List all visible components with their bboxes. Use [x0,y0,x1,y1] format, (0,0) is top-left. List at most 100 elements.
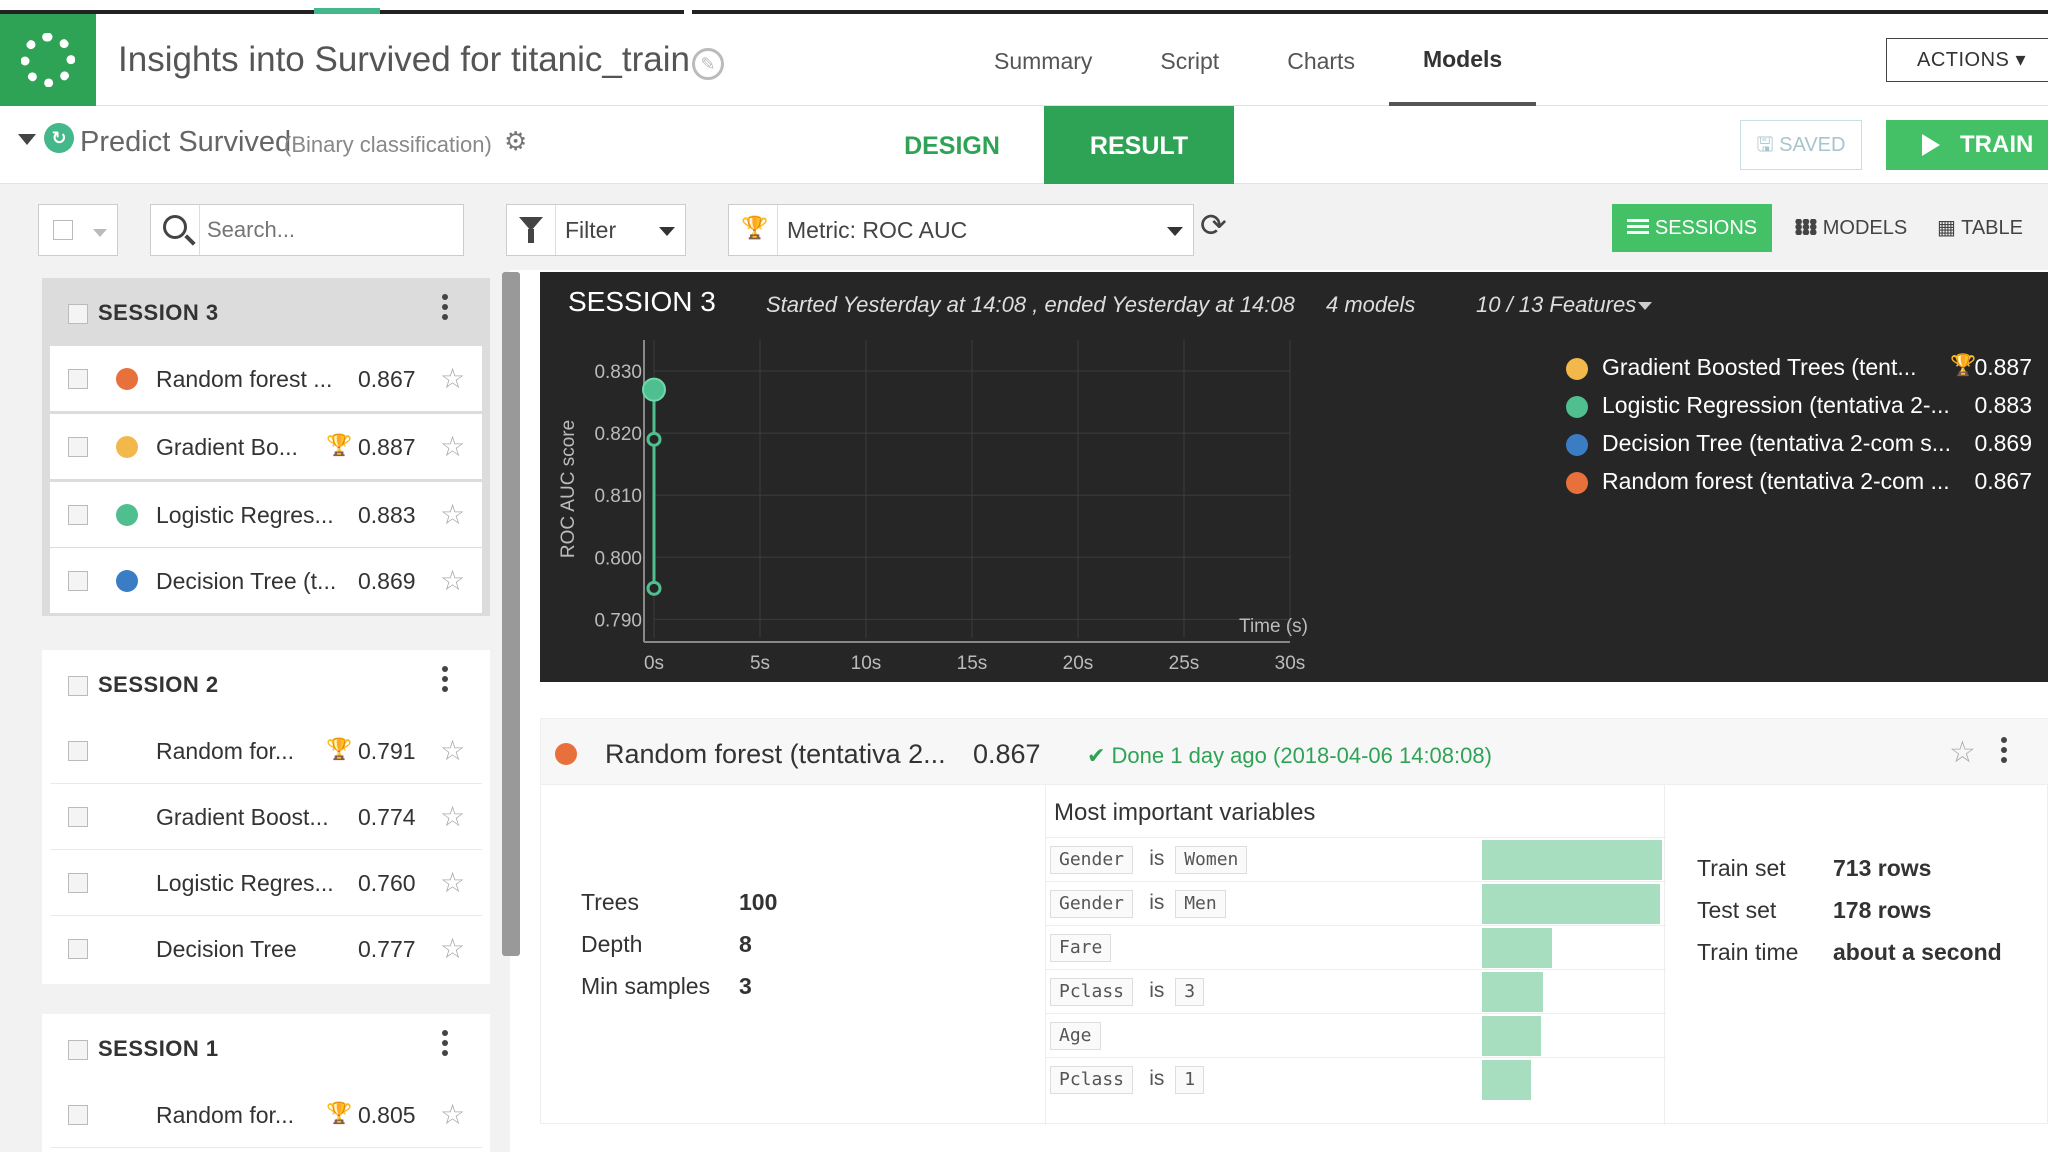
train-button[interactable]: TRAIN [1886,120,2048,170]
legend-item[interactable]: Logistic Regression (tentativa 2-... 0.8… [1566,390,2036,428]
trophy-icon: 🏆 [741,215,769,240]
session-checkbox[interactable] [68,676,88,696]
chevron-down-icon[interactable] [1638,302,1652,310]
variable-row: Pclass is 3 [1046,969,1666,1013]
table-icon: ▦ [1937,217,1962,239]
filter-label: Filter [565,217,617,243]
legend-item[interactable]: Gradient Boosted Trees (tent... 🏆 0.887 [1566,352,2036,390]
star-icon[interactable]: ☆ [440,431,466,462]
tab-models[interactable]: Models [1388,14,1537,106]
model-params: Trees 100 Depth 8 Min samples 3 [581,889,841,1015]
model-checkbox[interactable] [68,741,88,761]
star-icon[interactable]: ☆ [440,363,466,394]
model-row[interactable]: Logistic Regres... 0.760 ☆ [50,850,482,916]
model-checkbox[interactable] [68,437,88,457]
model-name[interactable]: Logistic Regres... [156,502,334,528]
logo-icon [21,33,75,87]
more-options-icon[interactable] [2001,737,2007,771]
model-checkbox[interactable] [68,505,88,525]
edit-icon[interactable]: ✎ [692,48,724,80]
star-icon[interactable]: ☆ [440,867,466,898]
trophy-icon: 🏆 [326,1102,353,1125]
view-table-button[interactable]: ▦ TABLE [1930,204,2030,252]
star-icon[interactable]: ☆ [440,801,466,832]
importance-bar [1482,1060,1531,1100]
legend-item[interactable]: Decision Tree (tentativa 2-com s... 0.86… [1566,428,2036,466]
model-name[interactable]: Decision Tree [156,936,297,962]
gear-icon[interactable]: ⚙ [504,126,528,156]
dataset-value: 713 rows [1833,855,1932,881]
analysis-type: (Binary classification) [284,132,492,157]
star-icon[interactable]: ☆ [440,735,466,766]
refresh-icon[interactable]: ⟳ [1200,207,1227,243]
session-checkbox[interactable] [68,304,88,324]
more-options-icon[interactable] [442,666,448,700]
collapse-caret-icon[interactable] [18,134,36,145]
legend-item[interactable]: Random forest (tentativa 2-com ... 0.867 [1566,466,2036,504]
star-icon[interactable]: ☆ [440,1099,466,1130]
star-icon[interactable]: ☆ [1949,736,1976,769]
model-detail-name[interactable]: Random forest (tentativa 2... [605,739,946,769]
model-name[interactable]: Random forest ... [156,366,333,392]
star-icon[interactable]: ☆ [440,933,466,964]
view-models-button[interactable]: MODELS [1792,204,1910,252]
tab-result[interactable]: RESULT [1044,106,1234,184]
model-checkbox[interactable] [68,1105,88,1125]
model-checkbox[interactable] [68,939,88,959]
session-name: SESSION 3 [98,300,219,325]
legend-color-dot [1566,472,1588,494]
more-options-icon[interactable] [442,294,448,328]
view-sessions-button[interactable]: SESSIONS [1612,204,1772,252]
legend-score: 0.887 [1974,354,2032,380]
model-row[interactable]: Random forest ... 0.867 ☆ [50,346,482,412]
x-tick-label: 10s [851,653,882,674]
tab-script[interactable]: Script [1160,48,1220,74]
model-name[interactable]: Random for... [156,1102,295,1128]
star-icon[interactable]: ☆ [440,565,466,596]
model-name[interactable]: Gradient Bo... [156,434,298,460]
models-toolbar: Filter 🏆 Metric: ROC AUC ⟳ SESSIONS MODE… [0,184,2048,270]
metric-dropdown[interactable]: 🏆 Metric: ROC AUC [728,204,1194,256]
trophy-icon: 🏆 [1950,354,1977,377]
model-row[interactable]: Gradient Bo... 🏆 0.887 ☆ [50,414,482,480]
y-tick-label: 0.800 [594,548,642,569]
filter-dropdown[interactable]: Filter [506,204,686,256]
more-options-icon[interactable] [442,1030,448,1064]
tab-design[interactable]: DESIGN [904,132,1000,160]
star-icon[interactable]: ☆ [440,499,466,530]
model-row[interactable]: Gradient Boost... 0.774 ☆ [50,784,482,850]
actions-button[interactable]: ACTIONS ▾ [1886,38,2048,82]
sidebar-scrollbar[interactable] [502,272,520,956]
model-checkbox[interactable] [68,807,88,827]
model-color-dot [116,436,138,458]
model-row[interactable]: Random for... 🏆 0.791 ☆ [50,718,482,784]
model-checkbox[interactable] [68,873,88,893]
x-tick-label: 20s [1063,653,1094,674]
model-checkbox[interactable] [68,571,88,591]
model-name[interactable]: Random for... [156,738,295,764]
importance-bar [1482,840,1662,880]
model-name[interactable]: Decision Tree (t... [156,568,337,594]
model-name[interactable]: Logistic Regres... [156,870,334,896]
features-dropdown[interactable]: 10 / 13 Features [1476,292,1637,317]
select-all-checkbox[interactable] [53,220,73,240]
metric-label: Metric: ROC AUC [787,217,968,243]
model-row[interactable]: Decision Tree (t... 0.869 ☆ [50,548,482,614]
saved-button[interactable]: 🖫 SAVED [1740,120,1862,170]
model-checkbox[interactable] [68,369,88,389]
tab-charts[interactable]: Charts [1287,48,1355,74]
model-row[interactable]: Random for... 🏆 0.805 ☆ [50,1082,482,1148]
select-all-dropdown[interactable] [38,204,118,256]
filter-divider [555,205,556,255]
model-name[interactable]: Gradient Boost... [156,804,329,830]
model-row[interactable]: Logistic Regres... 0.883 ☆ [50,482,482,548]
session-checkbox[interactable] [68,1040,88,1060]
tab-summary[interactable]: Summary [994,48,1093,74]
model-row[interactable]: Decision Tree 0.777 ☆ [50,916,482,982]
search-input[interactable] [207,213,447,247]
main-nav: Summary Script Charts Models [960,14,1537,106]
app-logo[interactable] [0,14,96,106]
legend-model-name: Gradient Boosted Trees (tent... [1602,354,1917,380]
variable-row: Pclass is 1 [1046,1057,1666,1101]
chevron-down-icon[interactable] [93,229,107,237]
